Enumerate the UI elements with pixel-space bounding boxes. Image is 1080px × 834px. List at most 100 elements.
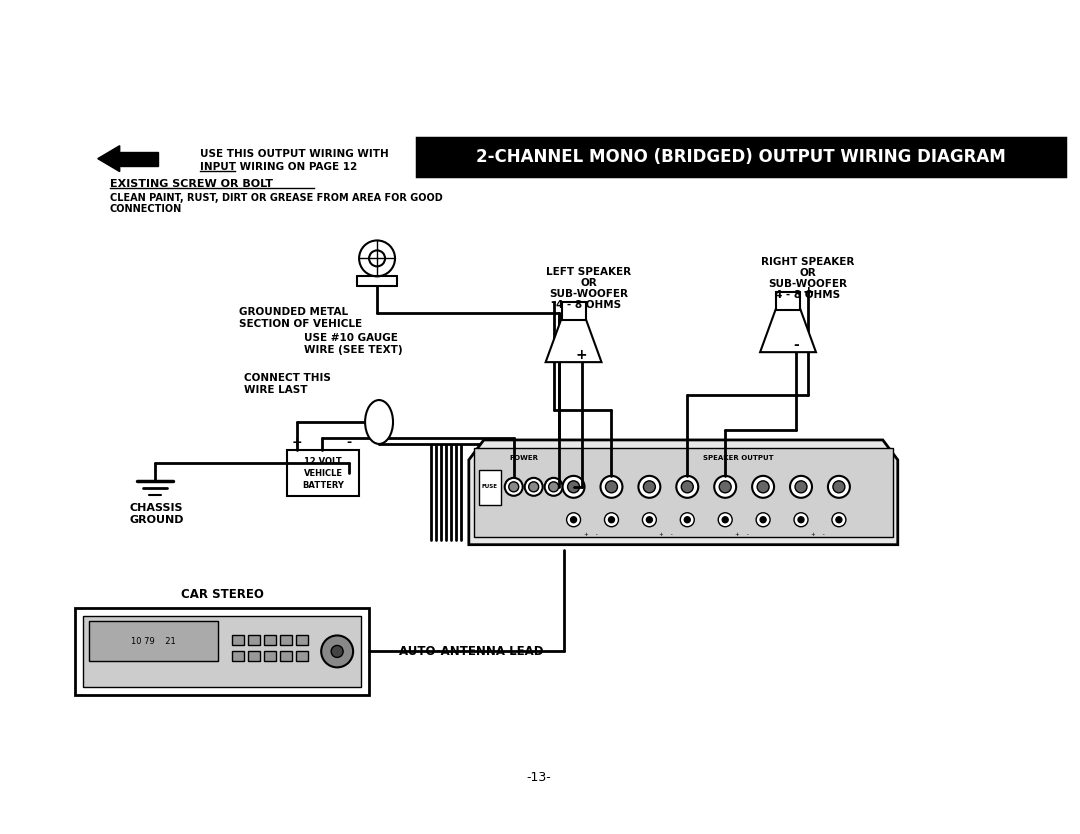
Circle shape [828, 476, 850, 498]
Circle shape [567, 513, 581, 527]
Circle shape [685, 517, 690, 523]
Circle shape [549, 482, 558, 492]
Bar [474, 448, 893, 537]
Circle shape [644, 481, 656, 493]
Text: GROUND: GROUND [130, 515, 185, 525]
Text: +    -: + - [811, 532, 825, 537]
Circle shape [836, 517, 842, 523]
Circle shape [643, 513, 657, 527]
Circle shape [360, 240, 395, 276]
Bar [417, 138, 1065, 176]
Text: POWER: POWER [509, 455, 538, 461]
Text: SUB-WOOFER: SUB-WOOFER [769, 279, 848, 289]
Text: INPUT WIRING ON PAGE 12: INPUT WIRING ON PAGE 12 [200, 162, 356, 172]
Text: +: + [576, 348, 588, 362]
Bar [83, 615, 361, 687]
Text: CLEAN PAINT, RUST, DIRT OR GREASE FROM AREA FOR GOOD: CLEAN PAINT, RUST, DIRT OR GREASE FROM A… [110, 193, 443, 203]
Text: -13-: -13- [526, 771, 551, 784]
Circle shape [714, 476, 737, 498]
Circle shape [833, 481, 845, 493]
Text: CONNECT THIS: CONNECT THIS [244, 373, 332, 383]
Text: SECTION OF VEHICLE: SECTION OF VEHICLE [240, 319, 363, 329]
Circle shape [570, 517, 577, 523]
Text: LEFT SPEAKER: LEFT SPEAKER [546, 268, 631, 278]
Text: 10 79    21: 10 79 21 [132, 637, 176, 646]
Circle shape [718, 513, 732, 527]
Circle shape [638, 476, 660, 498]
Text: 4 - 8 OHMS: 4 - 8 OHMS [775, 290, 840, 300]
Text: FUSE: FUSE [482, 485, 498, 490]
Text: GROUNDED METAL: GROUNDED METAL [240, 307, 349, 317]
Text: 12 VOLT: 12 VOLT [305, 457, 342, 466]
Text: USE #10 GAUGE: USE #10 GAUGE [305, 334, 399, 344]
Bar [417, 138, 1065, 176]
Text: +    -: + - [735, 532, 750, 537]
Circle shape [321, 636, 353, 667]
Bar [287, 450, 360, 495]
Bar [248, 636, 260, 646]
Circle shape [606, 481, 618, 493]
Circle shape [529, 482, 539, 492]
Circle shape [794, 513, 808, 527]
Circle shape [791, 476, 812, 498]
Circle shape [832, 513, 846, 527]
Bar [89, 621, 218, 661]
Bar [232, 651, 244, 661]
Text: WIRE (SEE TEXT): WIRE (SEE TEXT) [305, 345, 403, 355]
Circle shape [568, 481, 580, 493]
Circle shape [752, 476, 774, 498]
Circle shape [608, 517, 615, 523]
Text: RIGHT SPEAKER: RIGHT SPEAKER [761, 258, 854, 268]
Text: +    -: + - [583, 532, 597, 537]
Circle shape [723, 517, 728, 523]
Text: 2-CHANNEL MONO (BRIDGED) OUTPUT WIRING DIAGRAM: 2-CHANNEL MONO (BRIDGED) OUTPUT WIRING D… [476, 148, 1007, 166]
Circle shape [504, 478, 523, 495]
Bar [75, 607, 369, 696]
Bar [232, 636, 244, 646]
Circle shape [681, 481, 693, 493]
Bar [296, 651, 308, 661]
Text: SPEAKER OUTPUT: SPEAKER OUTPUT [703, 455, 773, 461]
Bar [248, 651, 260, 661]
Text: -: - [347, 436, 352, 450]
Text: CONNECTION: CONNECTION [110, 203, 181, 214]
Polygon shape [469, 440, 897, 545]
Bar [777, 292, 800, 310]
Text: USE THIS OUTPUT WIRING WITH: USE THIS OUTPUT WIRING WITH [200, 148, 388, 158]
Polygon shape [545, 319, 602, 362]
Text: +: + [292, 436, 302, 450]
Bar [265, 651, 276, 661]
Text: +: + [802, 285, 814, 299]
Circle shape [795, 481, 807, 493]
Bar [281, 636, 293, 646]
Bar [478, 470, 501, 505]
Polygon shape [760, 309, 816, 352]
Text: OR: OR [799, 269, 816, 279]
Bar [562, 302, 585, 320]
Circle shape [332, 646, 343, 657]
Text: VEHICLE: VEHICLE [303, 470, 342, 479]
Bar [296, 636, 308, 646]
Text: BATTERY: BATTERY [302, 481, 345, 490]
Text: OR: OR [580, 279, 597, 289]
Text: +    -: + - [660, 532, 673, 537]
Circle shape [760, 517, 766, 523]
Circle shape [798, 517, 804, 523]
Circle shape [600, 476, 622, 498]
Circle shape [525, 478, 542, 495]
Text: CHASSIS: CHASSIS [130, 503, 184, 513]
Circle shape [369, 250, 386, 266]
Text: -: - [793, 338, 799, 352]
Polygon shape [98, 146, 120, 172]
Bar [120, 152, 158, 166]
Circle shape [563, 476, 584, 498]
Circle shape [757, 481, 769, 493]
Circle shape [509, 482, 518, 492]
Text: -: - [551, 295, 556, 309]
Circle shape [544, 478, 563, 495]
Bar [265, 636, 276, 646]
Bar [89, 621, 218, 661]
Ellipse shape [365, 400, 393, 444]
Circle shape [647, 517, 652, 523]
Text: WIRE LAST: WIRE LAST [244, 385, 308, 395]
